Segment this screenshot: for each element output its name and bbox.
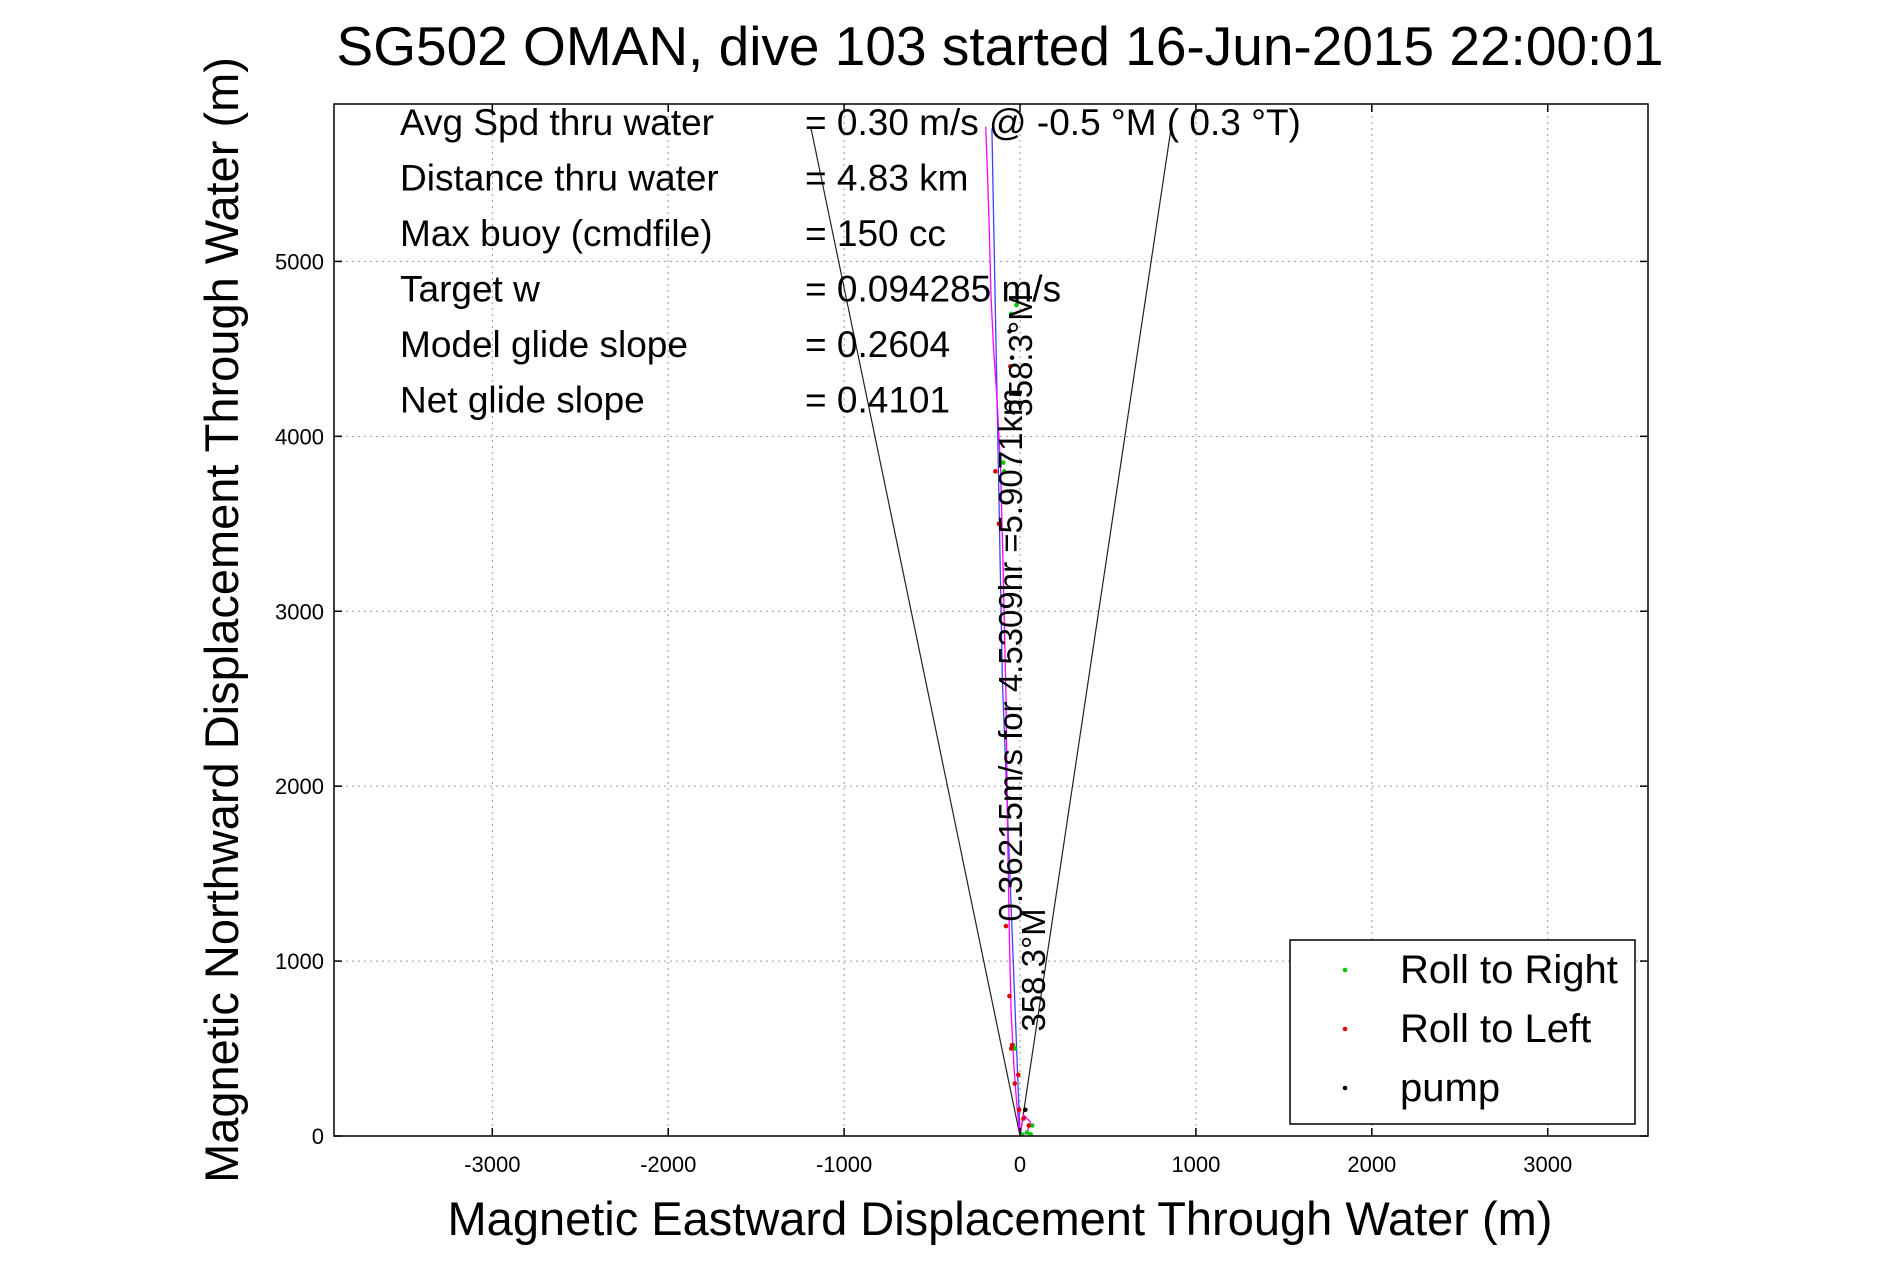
heading-label-lower: 358.3°M <box>1015 908 1052 1031</box>
heading-cone-line <box>810 126 1021 1137</box>
stat-value: = 0.2604 <box>805 324 950 365</box>
stat-value: = 0.30 m/s @ -0.5 °M ( 0.3 °T) <box>805 102 1301 143</box>
stat-label: Max buoy (cmdfile) <box>400 213 713 254</box>
x-tick-label: 2000 <box>1347 1152 1396 1177</box>
heading-cone <box>810 126 1172 1137</box>
roll-to-right-point <box>1012 1046 1018 1051</box>
roll-to-right-point <box>1001 460 1006 465</box>
roll-to-right-point <box>1001 469 1007 474</box>
legend: Roll to Right Roll to Left pump <box>1289 939 1636 1125</box>
legend-roll-to-right-label: Roll to Right <box>1400 948 1618 992</box>
x-tick-label: 1000 <box>1171 1152 1220 1177</box>
marker-layer <box>993 302 1035 1137</box>
roll-to-left-point <box>1021 1116 1026 1121</box>
legend-roll-to-left-label: Roll to Left <box>1400 1007 1591 1051</box>
pump-point <box>1023 1107 1028 1113</box>
roll-to-left-point <box>1003 923 1009 929</box>
legend-pump-label: pump <box>1400 1066 1500 1110</box>
pump-point <box>1009 355 1015 360</box>
stat-label: Avg Spd thru water <box>400 102 714 143</box>
y-tick-label: 0 <box>312 1124 324 1149</box>
roll-to-right-point <box>1014 302 1019 308</box>
y-tick-label: 3000 <box>275 599 324 624</box>
roll-to-left-point <box>1016 1107 1022 1113</box>
legend-pump-marker <box>1342 1085 1348 1091</box>
axes-frame <box>333 103 1649 1137</box>
stat-label: Target w <box>400 269 540 310</box>
x-tick-label: 0 <box>1014 1152 1026 1177</box>
stat-label: Distance thru water <box>400 158 719 199</box>
roll-to-left-point <box>1012 1081 1018 1086</box>
x-tick-label: -2000 <box>640 1152 696 1177</box>
stat-label: Model glide slope <box>400 324 688 365</box>
chart-title: SG502 OMAN, dive 103 started 16-Jun-2015… <box>337 15 1664 77</box>
y-axis-label: Magnetic Northward Displacement Through … <box>195 57 248 1183</box>
current-vector-line <box>991 128 1021 1137</box>
y-tick-label: 5000 <box>275 249 324 274</box>
y-tick-label: 2000 <box>275 774 324 799</box>
legend-roll-to-right-marker <box>1342 967 1348 973</box>
legend-roll-to-left-marker <box>1342 1026 1348 1032</box>
stat-value: = 0.094285 m/s <box>805 269 1061 310</box>
roll-to-left-point <box>1008 364 1013 369</box>
x-axis-label: Magnetic Eastward Displacement Through W… <box>448 1192 1553 1245</box>
roll-to-left-point <box>1007 993 1012 999</box>
y-tick-label: 1000 <box>275 949 324 974</box>
heading-label-upper: 358.3°M <box>1002 293 1039 416</box>
legend-box <box>1289 939 1636 1125</box>
roll-to-right-point <box>1024 1130 1030 1135</box>
y-ticks: 0 1000 2000 3000 4000 5000 <box>275 249 1648 1149</box>
x-tick-label: 3000 <box>1523 1152 1572 1177</box>
roll-to-left-point <box>996 521 1002 527</box>
heading-cone-line <box>1019 126 1172 1137</box>
speed-label: 0.36215m/s for 4.5309hr =5.9071km <box>992 389 1029 922</box>
stat-value: = 0.4101 <box>805 380 950 421</box>
roll-to-right-point <box>1008 311 1014 317</box>
roll-to-left-point <box>993 469 998 474</box>
stat-value: = 4.83 km <box>805 158 969 199</box>
pump-point <box>1007 329 1012 334</box>
roll-to-left-point <box>1008 1046 1014 1051</box>
x-tick-label: -3000 <box>464 1152 520 1177</box>
roll-to-left-point <box>1015 1072 1021 1078</box>
roll-to-right-point <box>1030 1123 1035 1128</box>
roll-to-left-point <box>1009 1042 1015 1048</box>
x-ticks: -3000 -2000 -1000 0 1000 2000 3000 <box>464 104 1572 1177</box>
stat-value: = 150 cc <box>805 213 946 254</box>
roll-to-left-point <box>1026 1123 1032 1128</box>
y-tick-label: 4000 <box>275 424 324 449</box>
stats-block: Avg Spd thru water = 0.30 m/s @ -0.5 °M (… <box>400 102 1301 421</box>
x-tick-label: -1000 <box>816 1152 872 1177</box>
stat-label: Net glide slope <box>400 380 645 421</box>
